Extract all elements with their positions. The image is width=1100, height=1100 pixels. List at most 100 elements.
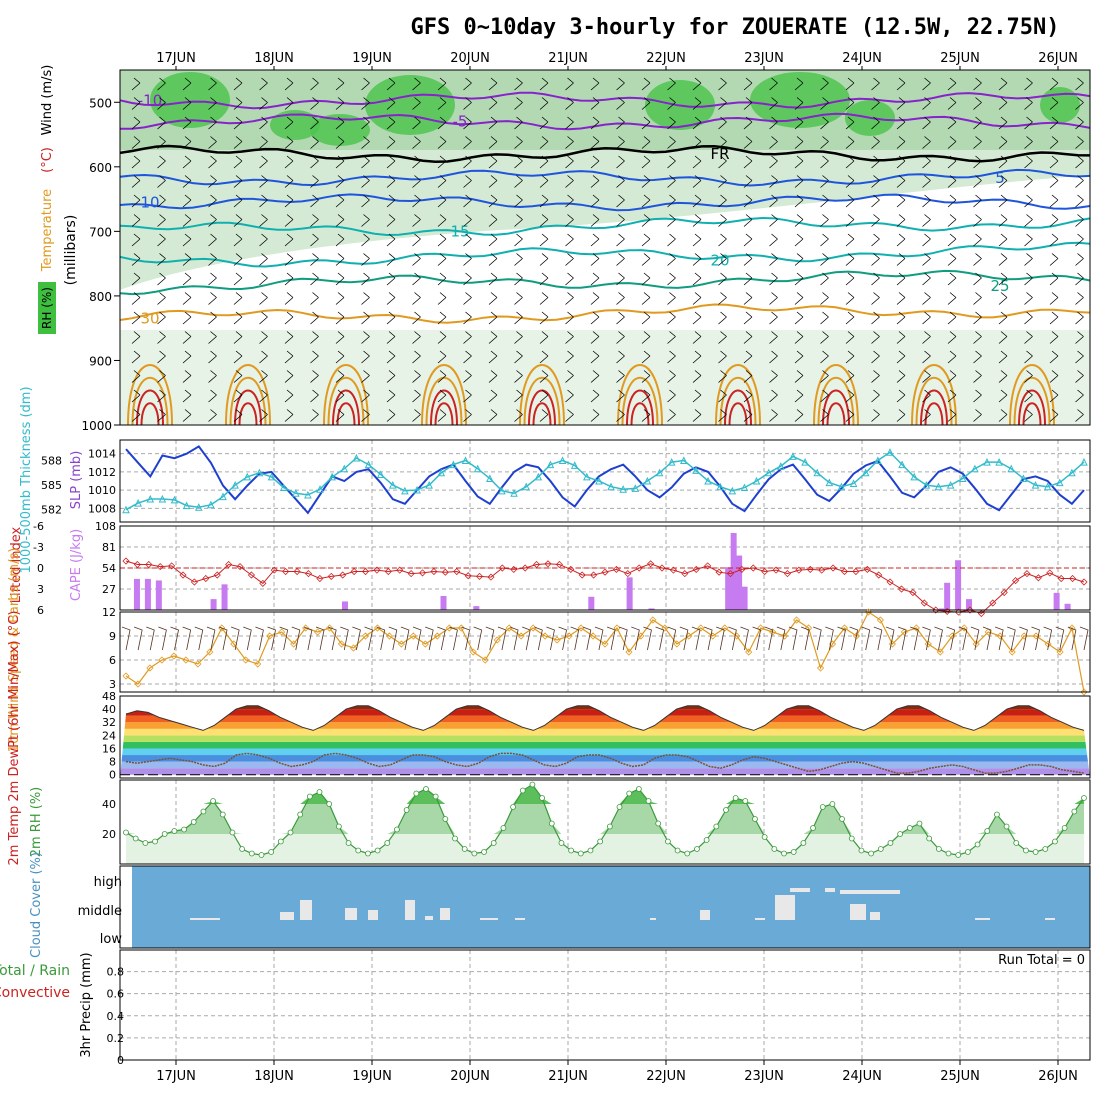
wind-barb (565, 409, 574, 422)
rh2m-marker (432, 793, 439, 800)
wind-barb (590, 409, 600, 422)
surface-wind-barb (437, 626, 446, 651)
wind-barb (182, 272, 192, 286)
wind-barb (845, 350, 855, 364)
wind-speed-line (125, 611, 1085, 693)
wind-barb (233, 97, 243, 110)
x-tick-label: 25JUN (940, 51, 980, 66)
panel-cape-lifted-index: -6 -3 0 3 6 27 54 81 108 Lifted Index CAPE (J/kg) (9, 520, 1091, 618)
wind-barb (386, 175, 396, 188)
surface-temperature-contour (630, 402, 650, 426)
wind-barb (820, 136, 829, 149)
wind-barb (616, 272, 625, 286)
thickness-marker (777, 462, 785, 470)
wind-barb (590, 116, 600, 130)
wind-barb (310, 233, 319, 247)
wind-barb (463, 409, 472, 422)
surface-temperature-contour (719, 377, 757, 426)
wind-barb (412, 77, 421, 91)
lifted-index-marker (453, 567, 461, 576)
wind-barb (463, 331, 472, 344)
wind-barb (641, 370, 651, 383)
wind-barb (157, 233, 166, 247)
x-tick-label: 23JUN (744, 1069, 784, 1084)
x-tick-label: 20JUN (450, 51, 490, 66)
rh2m-marker (171, 828, 178, 834)
cloud-bar (840, 890, 900, 894)
lifted-index-marker (795, 566, 803, 574)
wind-barb (590, 214, 600, 227)
wind-speed-marker (816, 664, 825, 672)
wind-barb (845, 311, 855, 325)
wind-barb (310, 136, 319, 149)
thickness-marker (583, 472, 591, 481)
wind-barb (947, 350, 957, 364)
wind-barb (947, 311, 957, 325)
wind-barb (1024, 311, 1033, 325)
wind-barb (539, 155, 549, 169)
surface-wind-barb (461, 626, 471, 651)
temp2m-tick-label: 48 (102, 690, 116, 703)
lifted-index-tick-label: 0 (37, 562, 44, 575)
panel-frame (119, 865, 1091, 949)
wind-speed-marker (194, 660, 202, 668)
wind-barb (845, 253, 855, 266)
wind-barb (692, 77, 702, 91)
wind-barb (845, 97, 855, 110)
wind-barb (182, 97, 192, 110)
rh2m-marker (481, 849, 487, 855)
thickness-marker (182, 501, 191, 510)
wind-barb (616, 214, 625, 227)
surface-temperature-contour (715, 364, 761, 426)
wind-barb (514, 409, 523, 422)
wind-barb (208, 233, 217, 247)
wind-barb (259, 175, 268, 188)
wind-barb (973, 233, 982, 247)
wind-barb (157, 116, 166, 130)
rh2m-marker (674, 847, 681, 854)
wind-barb (488, 409, 498, 422)
surface-temperature-contour (728, 402, 748, 426)
thickness-marker (874, 456, 882, 464)
wind-barb (361, 350, 370, 364)
lifted-index-marker (920, 599, 928, 607)
thickness-marker (534, 472, 543, 481)
lifted-index-marker (350, 567, 358, 576)
wind-barb (973, 253, 982, 266)
temperature-band (120, 755, 1090, 762)
wind-barb (692, 194, 702, 208)
wind-barb (667, 214, 676, 227)
thickness-tick-label: 585 (41, 479, 62, 492)
wind-barb (641, 155, 651, 169)
lifted-index-marker (989, 599, 997, 607)
wind-barb (794, 77, 804, 91)
surface-temperature-contour (817, 377, 855, 426)
wind-barb (131, 370, 141, 383)
cloud-bar (650, 918, 656, 920)
surface-wind-barb (619, 626, 628, 651)
wind-barb (641, 253, 651, 266)
wind-barb (743, 116, 753, 130)
wind-barb (157, 97, 166, 110)
wind-barb (233, 331, 243, 344)
wind-barb (947, 370, 957, 383)
surface-wind-barb (897, 626, 907, 651)
wind-barb (692, 116, 702, 130)
wind-barb (514, 253, 523, 266)
rh2m-marker (287, 829, 294, 836)
x-tick-label: 18JUN (254, 1069, 294, 1084)
thickness-marker (122, 505, 130, 514)
thickness-marker (340, 464, 349, 473)
wind-barb (437, 97, 447, 110)
wind-barb (310, 194, 319, 208)
wind-barb (361, 155, 370, 169)
wind-barb (616, 155, 625, 169)
wind-barb (386, 253, 396, 266)
thickness-marker (546, 460, 555, 469)
wind-barb (565, 116, 574, 130)
rh2m-marker (210, 798, 216, 804)
rh2m-marker (916, 820, 923, 827)
contour-label: FR (710, 145, 729, 163)
rh2m-marker (597, 838, 604, 845)
wind-barb (157, 194, 166, 208)
